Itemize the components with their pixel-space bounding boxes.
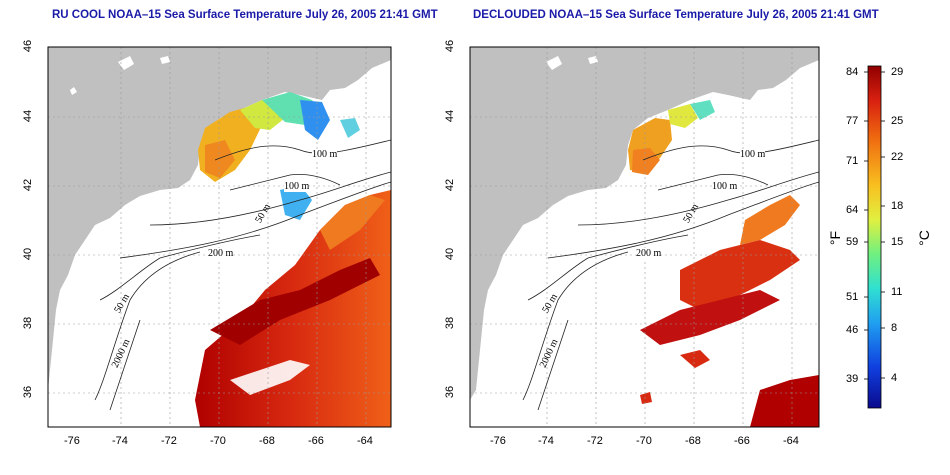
right-contour-label-50m-b: 50 m <box>540 291 560 316</box>
right-contour-label-100m-a: 100 m <box>740 149 766 160</box>
colorbar-c-tick-11: 11 <box>891 286 903 298</box>
right-lat-tick-36: 36 <box>444 385 457 399</box>
colorbar-f-tick-77: 77 <box>846 115 859 127</box>
left-contour-label-50m-a: 50 m <box>253 201 273 226</box>
left-lat-tick-42: 42 <box>22 178 35 192</box>
right-lat-tick-44: 44 <box>444 109 457 123</box>
left-lon-tick-76: -76 <box>64 435 80 447</box>
right-lon-tick-72: -72 <box>587 435 603 447</box>
colorbar-c-tick-25: 25 <box>891 115 904 127</box>
colorbar-c-tick-8: 8 <box>891 322 898 334</box>
left-map-content <box>48 47 391 427</box>
right-map-title: DECLOUDED NOAA–15 Sea Surface Temperatur… <box>473 9 879 21</box>
colorbar-f-tick-51: 51 <box>846 291 859 303</box>
left-lon-tick-66: -66 <box>308 435 324 447</box>
left-contour-label-200m: 200 m <box>208 248 234 259</box>
right-contour-label-100m-b: 100 m <box>712 181 738 192</box>
left-contour-label-100m-b: 100 m <box>284 181 310 192</box>
left-lon-tick-64: -64 <box>357 435 373 447</box>
right-lon-tick-70: -70 <box>636 435 652 447</box>
right-lat-tick-38: 38 <box>444 316 457 330</box>
left-lon-tick-68: -68 <box>259 435 275 447</box>
right-lon-tick-68: -68 <box>685 435 701 447</box>
left-lat-tick-38: 38 <box>22 316 35 330</box>
colorbar-f-tick-46: 46 <box>846 324 859 336</box>
colorbar-f-tick-84: 84 <box>846 66 859 78</box>
right-contour-label-2000m: 2000 m <box>537 337 561 370</box>
colorbar-f-tick-71: 71 <box>846 155 859 167</box>
right-lon-tick-66: -66 <box>734 435 750 447</box>
left-lon-tick-74: -74 <box>112 435 128 447</box>
right-lon-tick-74: -74 <box>538 435 554 447</box>
left-land <box>48 47 391 390</box>
left-map-title: RU COOL NOAA–15 Sea Surface Temperature … <box>52 9 438 21</box>
colorbar-fahrenheit-unit: °F <box>827 230 844 246</box>
colorbar-c-tick-15: 15 <box>891 236 904 248</box>
left-lon-tick-70: -70 <box>210 435 226 447</box>
colorbar-c-tick-18: 18 <box>891 200 904 212</box>
right-lat-tick-40: 40 <box>444 247 457 261</box>
right-map-content <box>470 47 819 427</box>
colorbar-c-tick-29: 29 <box>891 66 904 78</box>
left-contour-label-100m-a: 100 m <box>312 149 338 160</box>
right-lon-tick-76: -76 <box>490 435 506 447</box>
colorbar-f-tick-39: 39 <box>846 373 859 385</box>
left-contour-label-2000m: 2000 m <box>109 337 133 370</box>
right-lat-tick-42: 42 <box>444 178 457 192</box>
left-lon-tick-72: -72 <box>161 435 177 447</box>
colorbar-f-tick-64: 64 <box>846 204 859 216</box>
colorbar-c-tick-4: 4 <box>891 372 898 384</box>
right-land <box>470 47 819 400</box>
colorbar <box>867 65 882 409</box>
right-lon-tick-64: -64 <box>783 435 799 447</box>
left-lat-tick-44: 44 <box>22 109 35 123</box>
left-lat-tick-40: 40 <box>22 247 35 261</box>
left-lat-tick-36: 36 <box>22 385 35 399</box>
colorbar-f-tick-59: 59 <box>846 236 859 248</box>
right-lat-tick-46: 46 <box>444 39 457 53</box>
colorbar-celsius-unit: °C <box>915 230 932 246</box>
right-contour-label-200m: 200 m <box>636 248 662 259</box>
right-contour-label-50m-a: 50 m <box>681 201 701 226</box>
left-sst-warm <box>195 190 391 427</box>
colorbar-c-tick-22: 22 <box>891 151 904 163</box>
left-lat-tick-46: 46 <box>22 39 35 53</box>
left-contour-label-50m-b: 50 m <box>112 291 132 316</box>
